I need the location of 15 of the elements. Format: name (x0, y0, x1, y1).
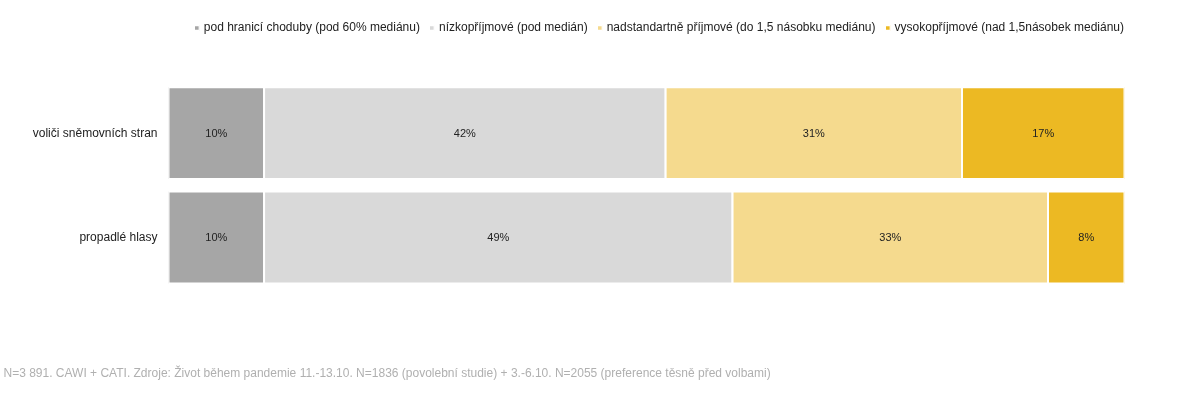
legend-label: nízkopříjmové (pod medián) (438, 20, 588, 34)
y-tick-label: voliči sněmovních stran (32, 126, 158, 141)
data-label: 49% (487, 231, 510, 244)
legend-label: vysokopříjmové (nad 1,5násobek mediánu) (894, 20, 1124, 34)
data-label: 10% (205, 127, 228, 140)
legend-label: pod hranicí choduby (pod 60% mediánu) (203, 20, 420, 34)
data-label: 42% (453, 127, 477, 140)
legend-label: nadstandartně příjmové (do 1,5 násobku mediánu) (606, 20, 876, 34)
data-label: 17% (1032, 127, 1055, 140)
text: N=3 891. CAWI + CATI. Zdroje: Život během pandemie 11.-13.10. N=1836 (povolební studie) + 3.-6.10. N=2055 (preference těsně před volbami) (3, 364, 771, 380)
data-label: 10% (205, 231, 228, 244)
y-tick-label: propadlé hlasy (79, 230, 158, 245)
data-label: 33% (879, 231, 902, 244)
data-label: 31% (802, 127, 826, 140)
data-label: 8% (1078, 231, 1095, 244)
